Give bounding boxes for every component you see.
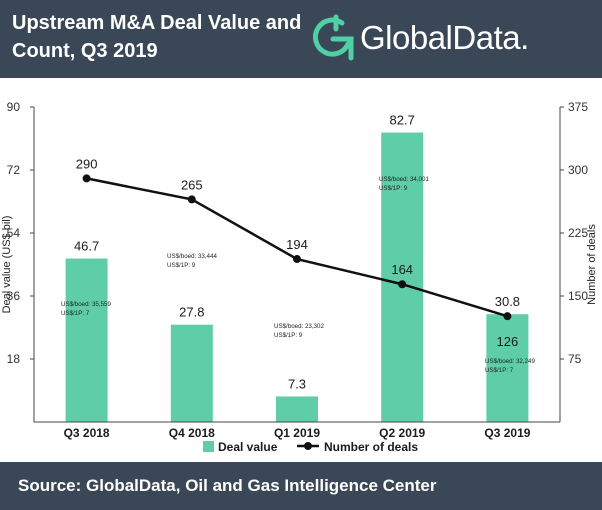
annotation-line: US$/boed: 34,001 xyxy=(379,176,429,183)
bar-annotations: US$/boed: 35,559 US$/1P: 7 US$/boed: 33,44… xyxy=(61,176,535,374)
bar-series xyxy=(65,132,529,423)
annotation-line: US$/boed: 35,559 xyxy=(61,301,111,308)
annotation-line: US$/1P: 7 xyxy=(485,367,514,374)
deals-label: 290 xyxy=(76,156,98,171)
y2-tick-label: 375 xyxy=(568,100,588,114)
globaldata-logo-icon xyxy=(312,14,354,61)
brand-name: GlobalData. xyxy=(360,19,529,56)
combo-chart: 46.727.87.382.730.8 US$/boed: 35,559US$/… xyxy=(1,100,598,454)
x-tick-label: Q1 2019 xyxy=(274,426,320,440)
annotation-line: US$/1P: 9 xyxy=(274,332,303,339)
legend-swatch-deals-point xyxy=(304,442,312,450)
bar-value-label: 82.7 xyxy=(390,113,415,128)
footer-banner: Source: GlobalData, Oil and Gas Intellig… xyxy=(0,462,602,510)
chart-title: Upstream M&A Deal Value and Count, Q3 20… xyxy=(12,9,312,65)
bar-value-label: 7.3 xyxy=(288,376,306,391)
bar-q3-2018 xyxy=(65,258,108,422)
deals-point xyxy=(293,255,301,264)
deals-label: 164 xyxy=(391,262,413,277)
y-tick-label: 72 xyxy=(7,163,21,177)
bar-q2-2019 xyxy=(381,132,424,423)
y2-tick-label: 75 xyxy=(568,352,582,366)
bar-value-label: 46.7 xyxy=(74,239,99,254)
bar-q4-2018 xyxy=(170,324,213,422)
legend-label-deals: Number of deals xyxy=(324,440,418,454)
bar-q3-2019 xyxy=(486,314,529,422)
chart-title-line-2: Count, Q3 2019 xyxy=(12,40,158,62)
y-tick-label: 90 xyxy=(7,100,21,114)
annotation-line: US$/boed: 32,249 xyxy=(485,358,535,365)
brand-logo: GlobalData. xyxy=(312,12,597,66)
bar-value-label: 27.8 xyxy=(179,305,204,320)
deals-label: 194 xyxy=(286,237,308,252)
bar-q1-2019 xyxy=(276,396,318,422)
y2-tick-label: 300 xyxy=(568,163,588,177)
annotation-line: US$/1P: 9 xyxy=(167,262,196,269)
x-tick-label: Q4 2018 xyxy=(169,426,215,440)
legend-swatch-deal-value xyxy=(203,441,214,452)
chart-title-line-1: Upstream M&A Deal Value and xyxy=(12,12,302,34)
deals-label: 126 xyxy=(497,334,519,349)
y-tick-label: 54 xyxy=(7,226,21,240)
y2-tick-label: 150 xyxy=(568,289,588,303)
legend: Deal value Number of deals xyxy=(203,440,418,454)
annotation-line: US$/1P: 9 xyxy=(379,185,408,192)
annotation-line: US$/boed: 23,302 xyxy=(274,323,324,330)
x-tick-label: Q3 2018 xyxy=(64,426,110,440)
bar-value-labels: 46.7 27.8 7.3 82.7 30.8 xyxy=(74,113,520,392)
deals-point xyxy=(503,312,512,321)
legend-label-deal-value: Deal value xyxy=(218,440,278,454)
x-tick-label: Q3 2019 xyxy=(484,426,530,440)
annotation-line: US$/boed: 33,444 xyxy=(167,253,217,260)
source-note: Source: GlobalData, Oil and Gas Intellig… xyxy=(18,476,437,495)
deals-label: 265 xyxy=(181,177,203,192)
annotation-line: US$/1P: 7 xyxy=(61,310,90,317)
header-banner: Upstream M&A Deal Value and Count, Q3 20… xyxy=(0,0,602,78)
axes: 18 36 54 72 90 75 150 225 300 375 Q3 2018 Q4 2018 Q1… xyxy=(1,100,598,440)
line-series: 290 265 194 164 126 xyxy=(76,156,519,349)
x-tick-label: Q2 2019 xyxy=(379,426,425,440)
y2-axis-title: Number of deals xyxy=(586,224,598,305)
bar-value-label: 30.8 xyxy=(495,294,520,309)
deals-point xyxy=(82,174,91,183)
y-tick-label: 18 xyxy=(7,352,21,366)
y2-tick-label: 225 xyxy=(568,226,588,240)
deals-point xyxy=(398,280,407,289)
deals-point xyxy=(187,195,196,204)
y-axis-title: Deal value (US$ bil) xyxy=(1,216,13,314)
y-tick-label: 36 xyxy=(7,289,21,303)
